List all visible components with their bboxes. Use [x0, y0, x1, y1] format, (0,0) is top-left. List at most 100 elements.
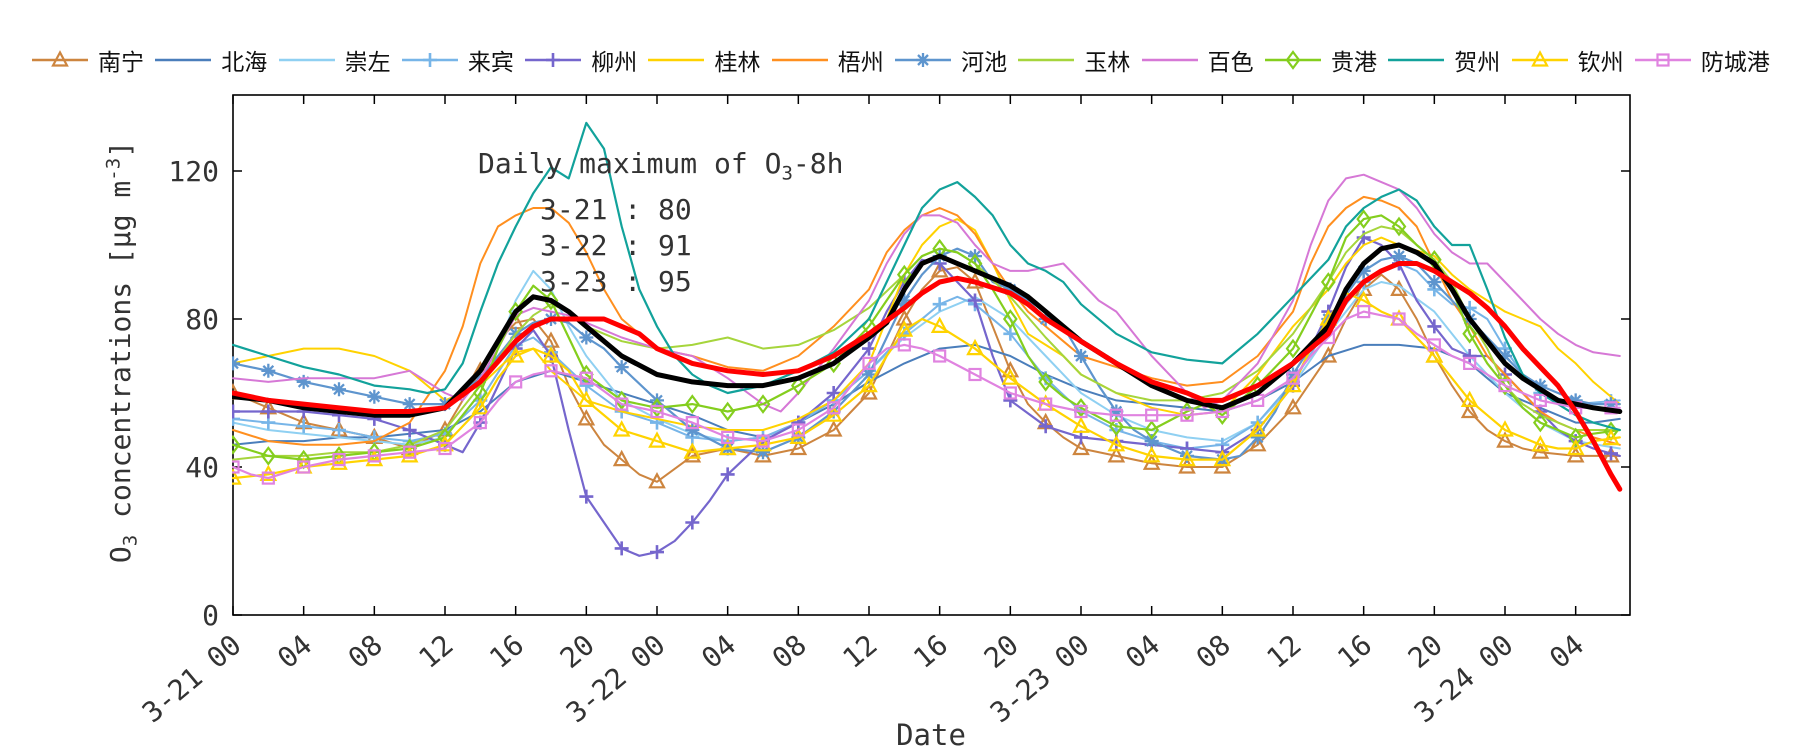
asterisk-marker: [261, 363, 276, 378]
triangle-marker: [648, 471, 666, 489]
plus-marker: [862, 341, 876, 356]
legend-item-guilin: 桂林: [646, 43, 760, 77]
series-line-chongzuo: [232, 269, 1621, 450]
y-tick-label: 0: [202, 599, 219, 632]
triangle-marker: [895, 320, 914, 337]
triangle-marker: [1072, 416, 1090, 433]
series-line-fangchenggang: [232, 310, 1621, 480]
triangle-marker: [1248, 434, 1267, 452]
plus-marker: [650, 545, 664, 560]
legend-label-laibin: 来宾: [467, 49, 514, 75]
plus-marker: [826, 386, 841, 400]
legend-label-fangchenggang: 防城港: [1700, 49, 1770, 75]
legend-swatch-baise: [1141, 58, 1198, 62]
annotation-line: 3-23 : 95: [540, 264, 692, 298]
plus-marker: [332, 423, 346, 437]
legend-swatch-guilin: [648, 58, 705, 62]
square-marker: [791, 423, 805, 437]
triangle-marker: [471, 397, 490, 415]
legend-item-beihai: 北海: [153, 43, 267, 77]
plus-marker: [932, 297, 947, 312]
triangle-marker: [542, 346, 560, 363]
triangle-marker: [1142, 446, 1161, 463]
asterisk-marker: [1568, 393, 1583, 408]
square-marker: [1533, 393, 1547, 407]
asterisk-marker: [1250, 430, 1265, 445]
diamond-marker: [1002, 309, 1018, 329]
asterisk-marker: [1533, 378, 1548, 393]
plus-marker: [296, 419, 311, 434]
asterisk-marker: [756, 445, 770, 460]
diamond-marker: [755, 394, 771, 414]
square-marker: [403, 445, 417, 459]
triangle-marker: [1460, 390, 1479, 407]
diamond-marker: [1285, 50, 1301, 70]
square-marker: [1463, 356, 1477, 370]
legend-label-baise: 百色: [1207, 49, 1254, 75]
legend-swatch-nanning: [32, 50, 88, 67]
triangle-marker: [577, 409, 596, 426]
legend-label-nanning: 南宁: [98, 49, 144, 75]
x-tick-label: 16: [483, 628, 530, 675]
asterisk-marker: [1286, 367, 1300, 382]
series-markers-qinzhou: [232, 290, 1620, 485]
legend-label-guilin: 桂林: [714, 49, 761, 75]
triangle-marker: [930, 316, 949, 333]
triangle-marker: [1072, 438, 1090, 456]
series-line-laibin: [232, 262, 1621, 450]
triangle-marker: [232, 468, 242, 485]
square-marker: [897, 338, 911, 352]
triangle-marker: [860, 375, 878, 393]
diamond-marker: [232, 434, 241, 455]
asterisk-marker: [916, 53, 931, 67]
legend-label-beihai: 北海: [221, 49, 268, 75]
plus-marker: [232, 404, 240, 419]
square-marker: [261, 471, 275, 485]
diamond-marker: [1038, 372, 1054, 392]
square-marker: [509, 375, 523, 389]
triangle-marker: [365, 449, 384, 467]
plus-marker: [546, 53, 561, 67]
square-marker: [1498, 379, 1512, 393]
triangle-marker: [1531, 434, 1550, 452]
triangle-marker: [1530, 50, 1549, 67]
plot-frame: [232, 94, 1631, 616]
legend-item-guigang: 贵港: [1263, 43, 1377, 77]
plus-marker: [614, 541, 629, 556]
square-marker: [1286, 371, 1300, 385]
plus-marker: [685, 515, 700, 530]
legend-item-nanning: 南宁: [30, 43, 144, 77]
diamond-marker: [720, 401, 736, 422]
asterisk-marker: [579, 330, 594, 345]
x-tick-label: 16: [1331, 628, 1378, 675]
legend-swatch-chongzuo: [278, 58, 335, 62]
asterisk-marker: [1427, 275, 1442, 289]
x-tick-label: 08: [342, 628, 389, 675]
square-marker: [1427, 338, 1441, 352]
square-marker: [1003, 386, 1017, 400]
plus-marker: [579, 489, 594, 504]
triangle-marker: [648, 431, 666, 448]
triangle-marker: [400, 446, 419, 463]
diamond-marker: [1568, 427, 1584, 448]
x-tick-label: 16: [907, 628, 954, 675]
asterisk-marker: [826, 404, 841, 419]
legend-item-fangchenggang: 防城港: [1633, 43, 1770, 77]
x-tick-label: 20: [1402, 628, 1449, 675]
triangle-marker: [789, 438, 808, 456]
triangle-marker: [824, 420, 843, 437]
y-tick-label: 80: [185, 303, 219, 336]
diamond-marker: [1462, 323, 1478, 344]
x-tick-label: 04: [695, 628, 742, 675]
series-markers-fangchenggang: [232, 305, 1618, 485]
triangle-marker: [754, 434, 772, 452]
legend-item-hechi: 河池: [893, 43, 1007, 77]
plus-marker: [720, 467, 735, 482]
asterisk-marker: [1180, 448, 1194, 463]
legend-item-qinzhou: 钦州: [1510, 43, 1624, 77]
square-marker: [1109, 408, 1123, 422]
plus-marker: [968, 293, 982, 308]
asterisk-marker: [296, 374, 311, 389]
asterisk-marker: [1109, 404, 1124, 419]
plus-marker: [422, 53, 437, 67]
